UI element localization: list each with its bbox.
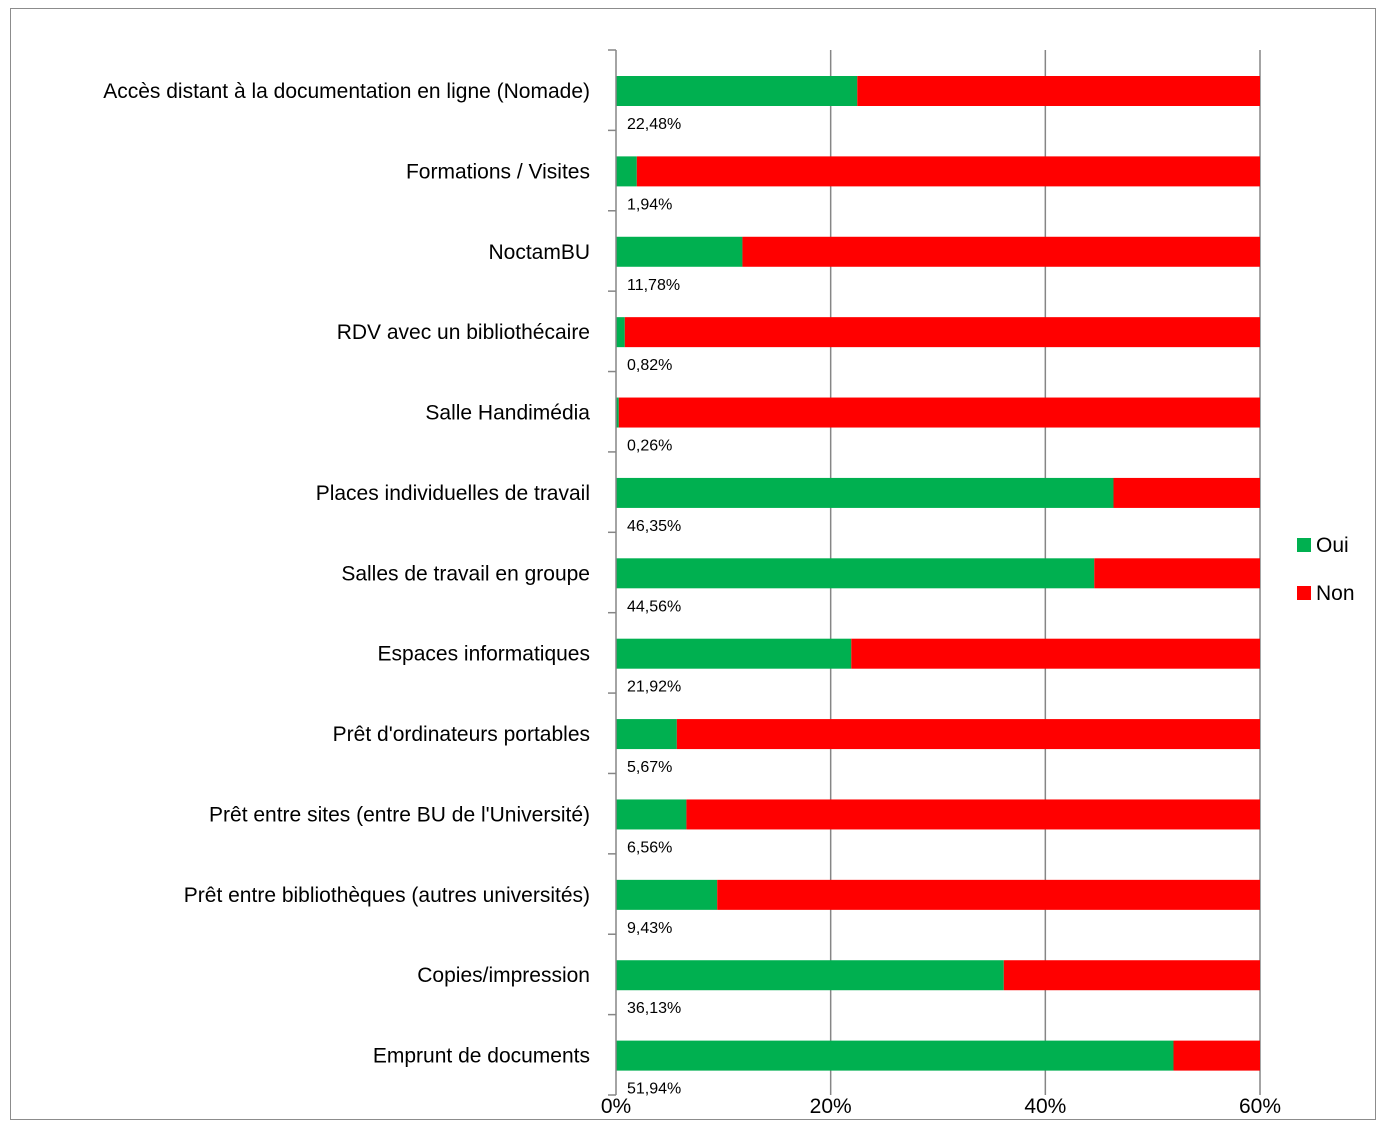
bar-oui: [616, 477, 1114, 508]
data-label: 22,48%: [627, 116, 681, 133]
category-label: Places individuelles de travail: [316, 482, 590, 505]
legend-label-non: Non: [1316, 582, 1355, 605]
category-label: Accès distant à la documentation en lign…: [103, 80, 590, 103]
data-label: 0,26%: [627, 438, 672, 455]
category-label: Salles de travail en groupe: [341, 562, 590, 585]
bar-oui: [616, 156, 637, 187]
data-label: 11,78%: [627, 277, 680, 294]
category-label: Espaces informatiques: [378, 643, 590, 666]
data-label: 6,56%: [627, 839, 672, 856]
category-label: RDV avec un bibliothécaire: [337, 321, 590, 344]
category-label: Copies/impression: [417, 964, 590, 987]
legend-label-oui: Oui: [1316, 534, 1349, 557]
bar-non: [1173, 1040, 1260, 1071]
category-label: NoctamBU: [488, 241, 590, 264]
bar-non: [1113, 477, 1260, 508]
bar-oui: [616, 558, 1095, 589]
bar-non: [676, 719, 1260, 750]
bar-oui: [616, 960, 1004, 991]
legend-swatch-non: [1297, 586, 1311, 600]
data-label: 0,82%: [627, 357, 672, 374]
bar-non: [618, 397, 1260, 428]
bar-non: [686, 799, 1260, 830]
bar-non: [636, 156, 1260, 187]
bar-non: [624, 317, 1260, 348]
bar-oui: [616, 719, 677, 750]
bar-oui: [616, 397, 619, 428]
bar-oui: [616, 76, 858, 106]
bar-oui: [616, 1040, 1174, 1071]
x-tick-label: 40%: [1024, 1095, 1066, 1118]
data-label: 51,94%: [627, 1081, 681, 1098]
data-label: 36,13%: [627, 1000, 681, 1017]
category-label: Prêt entre bibliothèques (autres univers…: [184, 884, 590, 907]
bar-oui: [616, 638, 852, 669]
legend-swatch-oui: [1297, 538, 1311, 552]
category-label: Prêt d'ordinateurs portables: [333, 723, 590, 746]
data-label: 46,35%: [627, 518, 681, 535]
data-label: 9,43%: [627, 920, 672, 937]
bar-non: [851, 638, 1260, 669]
x-tick-label: 0%: [601, 1095, 631, 1118]
data-label: 21,92%: [627, 679, 681, 696]
x-tick-label: 60%: [1239, 1095, 1281, 1118]
data-label: 1,94%: [627, 196, 672, 213]
data-label: 5,67%: [627, 759, 672, 776]
bar-oui: [616, 879, 718, 910]
x-tick-label: 20%: [810, 1095, 852, 1118]
bar-non: [742, 236, 1260, 267]
category-label: Emprunt de documents: [373, 1045, 590, 1068]
data-label: 44,56%: [627, 598, 681, 615]
category-label: Prêt entre sites (entre BU de l'Universi…: [209, 803, 590, 826]
bar-oui: [616, 236, 743, 267]
category-label: Salle Handimédia: [425, 402, 590, 425]
bar-oui: [616, 317, 625, 348]
bar-non: [857, 76, 1260, 106]
bar-oui: [616, 799, 687, 830]
bar-non: [717, 879, 1260, 910]
bar-non: [1003, 960, 1260, 991]
category-label: Formations / Visites: [406, 160, 590, 183]
bar-non: [1094, 558, 1260, 589]
